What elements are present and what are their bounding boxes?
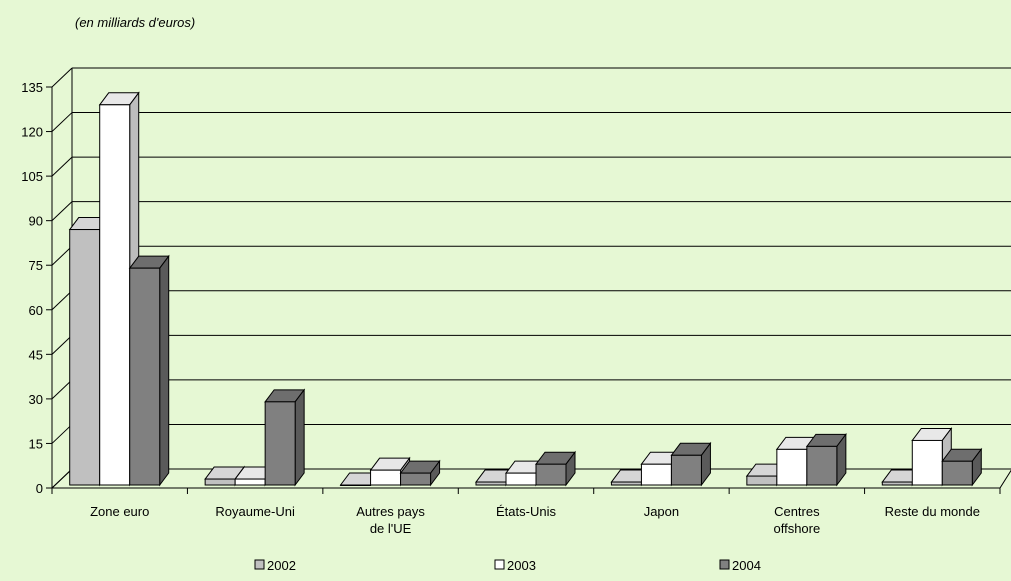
bars [68,91,983,487]
x-tick-label-line: Zone euro [90,504,149,519]
bar-side [294,388,305,487]
bar-front [776,448,808,486]
y-tick-label: 45 [29,347,43,362]
x-tick-label: Japon [644,504,679,519]
gridline-side [51,112,73,132]
x-tick-label: États-Unis [496,504,556,519]
x-tick-label-line: de l'UE [370,521,412,536]
bar-side [159,254,170,487]
legend-label: 2002 [267,558,296,573]
x-tick-label-line: Japon [644,504,679,519]
chart-subtitle: (en milliards d'euros) [75,15,195,30]
x-tick-label-line: États-Unis [496,504,556,519]
bar-front [640,463,672,486]
y-tick-label: 120 [21,125,43,140]
y-tick-label: 0 [36,481,43,496]
gridline-side [51,424,73,444]
bar-front [610,481,642,486]
bar [911,426,953,487]
gridline-side [51,201,73,222]
x-tick-label: Centres offshore [773,504,820,536]
bar-front [99,104,131,486]
bar [264,388,306,487]
bar [399,459,441,487]
x-tick-label: Zone euro [90,504,149,519]
legend-label: 2004 [732,558,761,573]
y-tick-label: 75 [29,258,43,273]
bar-front [911,439,943,486]
legend-label: 2003 [507,558,536,573]
gridline-side [51,245,73,266]
bar-front [370,469,402,486]
bar [805,432,847,487]
y-tick-label: 90 [29,214,43,229]
bar-front [475,481,507,486]
gridline-side [51,156,73,177]
legend-swatch [494,559,505,570]
gridline-side [51,379,73,400]
legend: 2002 2003 2004 [254,558,761,573]
bar [128,254,170,487]
legend-swatch [254,559,265,570]
bar-front [400,472,432,486]
bar [535,450,576,487]
bar-front [234,478,266,486]
bar-front [941,460,973,486]
x-tick-label: Royaume-Uni [215,504,295,519]
bar-front [204,478,236,486]
bar-front [264,401,296,486]
bar-front [129,267,161,486]
bar-front [69,229,101,486]
gridline-side [51,67,73,88]
axis-labels: 0 15 30 45 60 75 90 105 120 135 Zone euro Royaume-U… [21,80,980,536]
bar-front [806,445,838,486]
y-tick-label: 60 [29,303,43,318]
bar-front [746,475,778,486]
x-tick-label: Autres pays de l'UE [356,504,425,536]
gridline-side [51,334,73,355]
x-tick-label-line: Autres pays [356,504,425,519]
bar-front [670,454,702,486]
bar-front [881,481,913,486]
bar [941,447,983,487]
bar-front [340,484,372,486]
x-tick-label-line: offshore [773,521,820,536]
y-tick-label: 30 [29,392,43,407]
x-tick-label-line: Centres [774,504,820,519]
gridlines [51,67,1011,489]
x-tick-label: Reste du monde [885,504,980,519]
y-tick-label: 135 [21,80,43,95]
bar-front [535,463,567,486]
y-tick-label: 15 [29,436,43,451]
bar-front [505,472,537,486]
x-tick-label-line: Royaume-Uni [215,504,295,519]
gridline-side [51,290,73,311]
legend-swatch [719,559,730,570]
x-tick-label-line: Reste du monde [885,504,980,519]
y-tick-label: 105 [21,169,43,184]
axes [46,68,1011,494]
bar [670,441,712,487]
